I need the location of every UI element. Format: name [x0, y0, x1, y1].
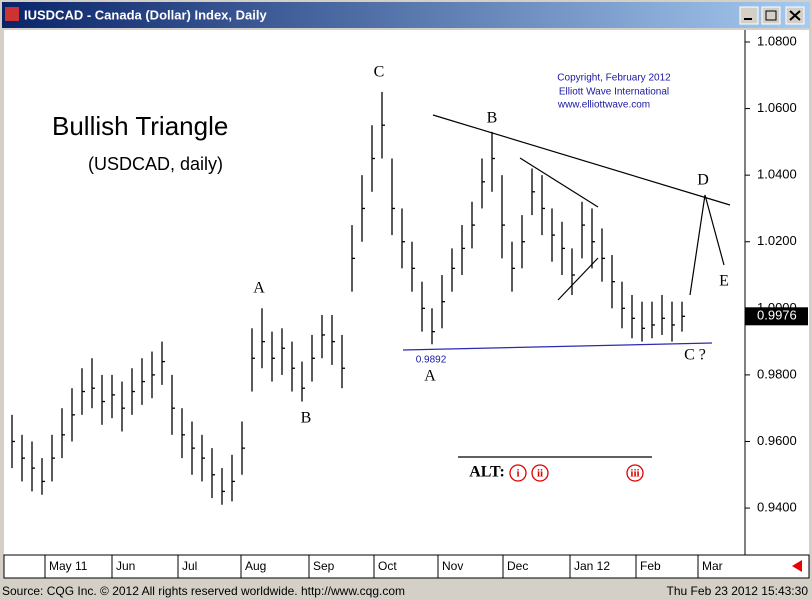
x-tick-label: Feb	[640, 559, 661, 573]
copyright: www.elliottwave.com	[557, 100, 650, 111]
icon	[765, 10, 777, 21]
x-tick-label: Dec	[507, 559, 528, 573]
level-label: 0.9892	[416, 355, 447, 366]
last-price-box	[745, 307, 808, 326]
trendlines	[432, 114, 731, 458]
chart-subtitle: (USDCAD, daily)	[88, 154, 223, 174]
y-tick-label: 0.9800	[757, 366, 797, 381]
window-icon	[5, 7, 19, 21]
scroll-arrow[interactable]	[792, 560, 802, 572]
x-tick-label: Mar	[702, 559, 723, 573]
y-tick-label: 0.9600	[757, 433, 797, 448]
support-line	[402, 342, 713, 351]
trendline	[432, 114, 731, 206]
alt-circle	[626, 464, 644, 482]
title-bar	[2, 2, 810, 28]
x-tick-label: Aug	[245, 559, 266, 573]
alt-mark: iii	[630, 468, 639, 480]
wave-label: C ?	[684, 347, 706, 364]
wave-label: C	[374, 64, 385, 81]
trendline	[519, 157, 599, 208]
copyright: Copyright, February 2012	[557, 73, 671, 84]
y-tick-label: 1.0400	[757, 167, 797, 182]
alt-label: ALT:	[469, 464, 505, 481]
last-price-label: 0.9976	[757, 308, 797, 323]
wave-label: A	[424, 368, 436, 385]
window-buttons[interactable]	[739, 6, 805, 25]
wave-label: D	[697, 172, 709, 189]
y-tick-label: 1.0800	[757, 33, 797, 48]
footer-source: Source: CQG Inc. © 2012 All rights reser…	[2, 584, 405, 598]
footer-timestamp: Thu Feb 23 2012 15:43:30	[667, 584, 809, 598]
x-tick-label: Nov	[442, 559, 463, 573]
wave-label: B	[301, 410, 312, 427]
trendline	[557, 257, 599, 301]
wave-projection	[689, 194, 725, 296]
wave-label: B	[487, 110, 498, 127]
x-tick-label: Jan 12	[574, 559, 610, 573]
x-tick-label: Jul	[182, 559, 197, 573]
alt-mark: i	[516, 468, 519, 480]
minimize-button[interactable]	[739, 6, 759, 25]
alt-marks: i ii iii	[509, 464, 644, 482]
alt-circle	[509, 464, 527, 482]
chart-title: Bullish Triangle	[52, 111, 228, 141]
icon	[789, 10, 801, 21]
x-tick-label: Sep	[313, 559, 335, 573]
wave-label: A	[253, 280, 265, 297]
y-tick-label: 1.0600	[757, 100, 797, 115]
wave-label: E	[719, 273, 729, 290]
alt-circle	[531, 464, 549, 482]
alt-mark: ii	[537, 468, 543, 480]
window-title: IUSDCAD - Canada (Dollar) Index, Daily	[24, 7, 267, 22]
maximize-button[interactable]	[761, 6, 781, 25]
x-tick-label: Oct	[378, 559, 397, 573]
y-axis-panel	[745, 30, 809, 555]
y-tick-label: 0.9400	[757, 499, 797, 514]
x-axis-panel	[3, 554, 810, 579]
x-tick-label: Jun	[116, 559, 135, 573]
x-tick-label: May 11	[49, 559, 88, 573]
y-tick-label: 1.0200	[757, 233, 797, 248]
copyright: Elliott Wave International	[559, 87, 669, 98]
